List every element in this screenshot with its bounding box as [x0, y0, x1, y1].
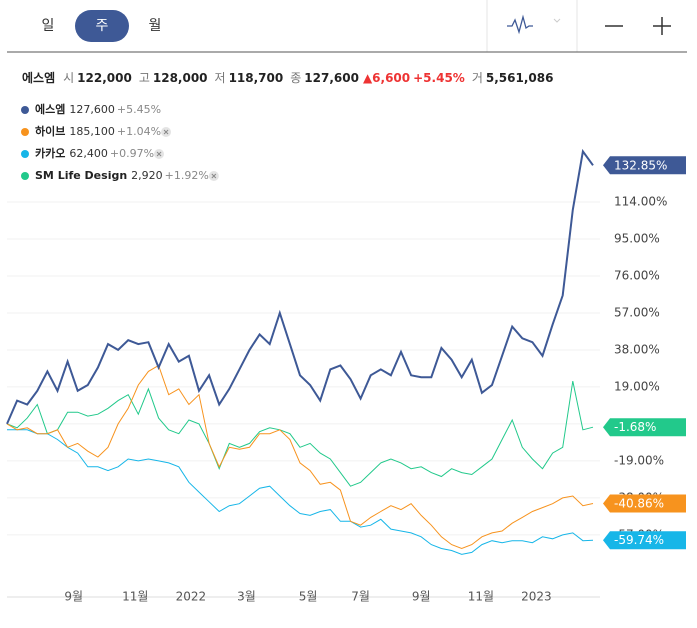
legend-remove[interactable] [154, 149, 165, 159]
quote-part: 128,000 [153, 71, 208, 85]
legend-change: +1.92% [165, 169, 209, 182]
quote-part: 5,561,086 [486, 71, 554, 85]
end-tag [603, 494, 686, 513]
quote-part: 118,700 [229, 71, 284, 85]
legend-entry: 카카오 62,400 +0.97% [35, 146, 154, 160]
end-tag-label: -40.86% [614, 496, 664, 510]
x-tick-label: 9월 [412, 590, 431, 604]
legend-name: 카카오 [35, 146, 65, 160]
series-line [6, 380, 594, 487]
selected-tab-bg[interactable] [75, 10, 129, 42]
legend-remove[interactable] [161, 127, 172, 137]
y-tick-label: 57.00% [614, 305, 660, 319]
end-tag-label: -59.74% [614, 533, 664, 547]
x-tick-label: 3월 [237, 590, 256, 604]
tab-week[interactable]: 주 [96, 18, 109, 34]
end-tag [603, 418, 686, 437]
legend-swatch [21, 150, 29, 158]
legend-change: +5.45% [117, 103, 161, 116]
legend-swatch [21, 128, 29, 136]
remove-x [211, 173, 217, 179]
x-tick-label: 11월 [468, 590, 494, 604]
x-tick-label: 9월 [64, 590, 83, 604]
y-tick-label: -19.00% [614, 453, 664, 467]
legend-swatch [21, 172, 29, 180]
series-line [6, 148, 594, 425]
legend-price: 62,400 [69, 147, 108, 160]
quote-part: 저 [215, 71, 226, 85]
quote-part: 시 [63, 71, 74, 85]
quote-part: +5.45% [413, 71, 465, 85]
series-line [6, 364, 594, 550]
quote-part: 종 [290, 71, 301, 85]
end-tag [603, 531, 686, 550]
x-tick-label: 2023 [521, 590, 552, 604]
y-tick-label: 19.00% [614, 379, 660, 393]
x-tick-label: 11월 [122, 590, 148, 604]
legend-price: 185,100 [69, 125, 115, 138]
legend-change: +0.97% [110, 147, 154, 160]
quote-part: 에스엠 [22, 70, 55, 85]
legend-entry: 에스엠 127,600 +5.45% [35, 102, 161, 116]
remove-x [163, 129, 169, 135]
legend-name: 에스엠 [35, 102, 65, 116]
legend-entry: 하이브 185,100 +1.04% [35, 124, 161, 138]
legend-entry: SM Life Design 2,920 +1.92% [35, 169, 209, 182]
quote-part: 122,000 [77, 71, 132, 85]
quote-part: 고 [139, 71, 150, 85]
end-tag-label: -1.68% [614, 420, 656, 434]
y-tick-label: 114.00% [614, 194, 667, 208]
legend-remove[interactable] [208, 171, 219, 181]
quote-line: 에스엠 시 122,000 고 128,000 저 118,700 종 127,600 ▲6,60… [22, 70, 553, 85]
legend-name: 하이브 [35, 124, 65, 138]
x-tick-label: 5월 [299, 590, 318, 604]
tab-day[interactable]: 일 [42, 18, 55, 34]
y-tick-label: 38.00% [614, 342, 660, 356]
legend-price: 2,920 [131, 169, 163, 182]
dropdown-icon[interactable] [553, 18, 561, 23]
end-tag-label: 132.85% [614, 158, 667, 172]
quote-part: 127,600 [304, 71, 359, 85]
quote-part: ▲6,600 [363, 71, 410, 85]
x-tick-label: 2022 [176, 590, 207, 604]
legend-swatch [21, 106, 29, 114]
y-tick-label: 95.00% [614, 231, 660, 245]
quote-part: 거 [472, 71, 483, 85]
y-tick-label: 76.00% [614, 268, 660, 282]
end-tag [603, 156, 686, 175]
x-tick-label: 7월 [351, 590, 370, 604]
chart-type-icon[interactable] [507, 14, 533, 35]
tab-month[interactable]: 월 [149, 18, 162, 34]
legend-change: +1.04% [117, 125, 161, 138]
series-line [7, 429, 594, 555]
legend-name: SM Life Design [35, 169, 127, 182]
remove-x [156, 151, 162, 157]
legend-price: 127,600 [69, 103, 115, 116]
